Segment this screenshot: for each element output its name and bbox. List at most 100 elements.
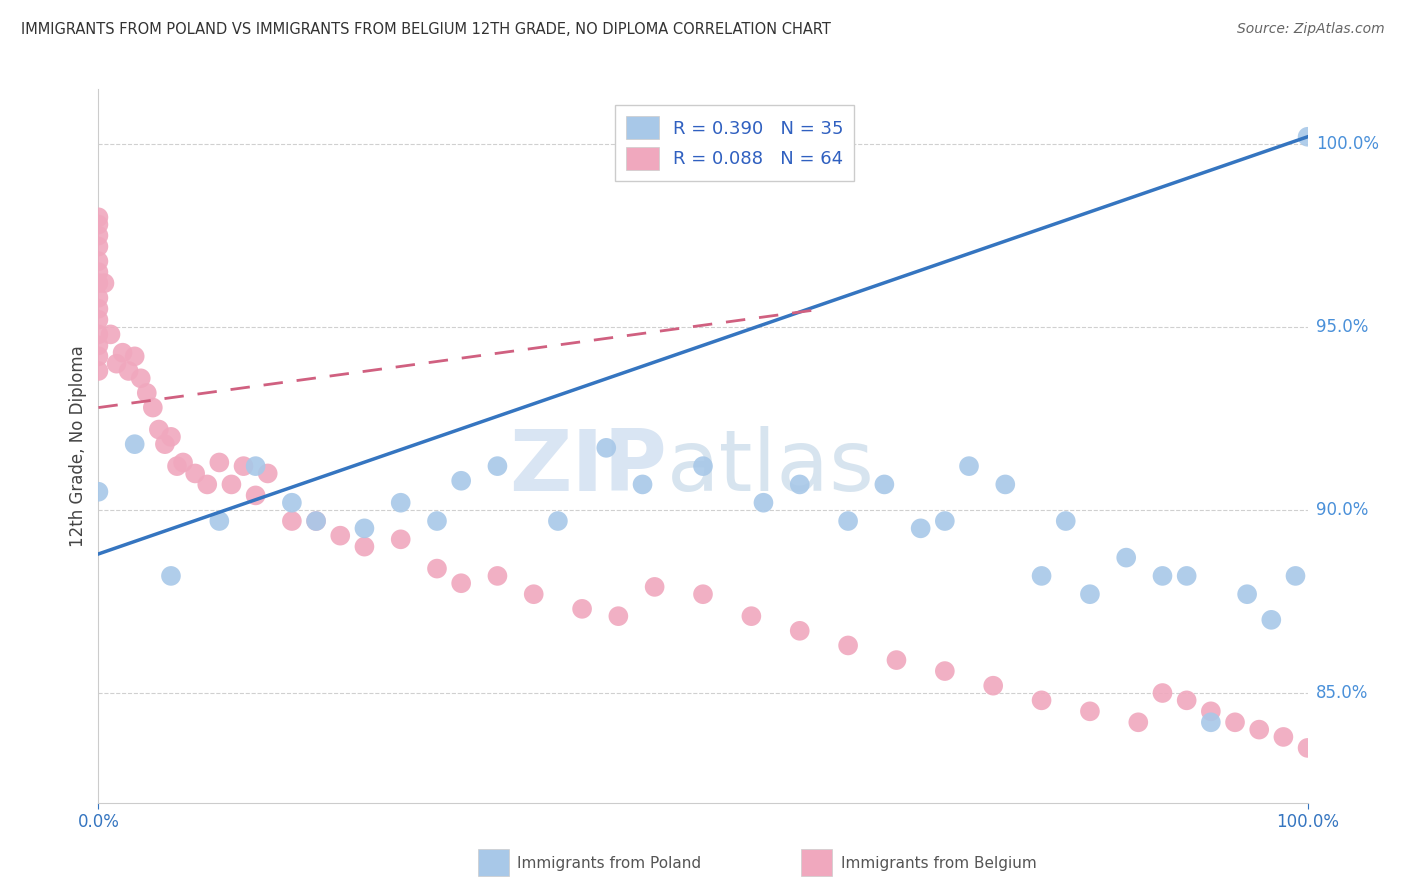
Point bbox=[934, 664, 956, 678]
Point bbox=[87, 349, 110, 363]
Point bbox=[195, 477, 218, 491]
Point bbox=[910, 521, 932, 535]
Point bbox=[87, 338, 110, 352]
Point bbox=[160, 569, 183, 583]
Point bbox=[450, 474, 472, 488]
Point bbox=[87, 228, 110, 243]
Point bbox=[426, 561, 449, 575]
Point bbox=[571, 602, 593, 616]
Text: Immigrants from Poland: Immigrants from Poland bbox=[517, 856, 702, 871]
Point bbox=[389, 496, 412, 510]
Point bbox=[837, 639, 859, 653]
Point bbox=[1152, 686, 1174, 700]
Point bbox=[994, 477, 1017, 491]
Point bbox=[87, 211, 110, 225]
Point bbox=[135, 386, 157, 401]
Point bbox=[1152, 569, 1174, 583]
Point bbox=[221, 477, 243, 491]
Text: 100.0%: 100.0% bbox=[1316, 135, 1379, 153]
Point bbox=[87, 239, 110, 253]
Point bbox=[981, 679, 1004, 693]
Text: Source: ZipAtlas.com: Source: ZipAtlas.com bbox=[1237, 22, 1385, 37]
Point bbox=[607, 609, 630, 624]
Point bbox=[1260, 613, 1282, 627]
Point bbox=[631, 477, 654, 491]
Point bbox=[172, 455, 194, 469]
Point bbox=[1296, 740, 1319, 755]
Point bbox=[752, 496, 775, 510]
Text: Immigrants from Belgium: Immigrants from Belgium bbox=[841, 856, 1036, 871]
Point bbox=[789, 624, 811, 638]
Text: IMMIGRANTS FROM POLAND VS IMMIGRANTS FROM BELGIUM 12TH GRADE, NO DIPLOMA CORRELA: IMMIGRANTS FROM POLAND VS IMMIGRANTS FRO… bbox=[21, 22, 831, 37]
Point bbox=[118, 364, 141, 378]
Point bbox=[692, 587, 714, 601]
Point bbox=[1031, 569, 1053, 583]
Point bbox=[1115, 550, 1137, 565]
Text: atlas: atlas bbox=[666, 425, 875, 509]
Point bbox=[1078, 587, 1101, 601]
Point bbox=[1175, 693, 1198, 707]
Point bbox=[886, 653, 908, 667]
Point bbox=[450, 576, 472, 591]
Point bbox=[1236, 587, 1258, 601]
Point bbox=[329, 529, 352, 543]
Point bbox=[129, 371, 152, 385]
Point bbox=[1249, 723, 1271, 737]
Point bbox=[87, 291, 110, 305]
Point bbox=[486, 569, 509, 583]
Point bbox=[105, 357, 128, 371]
Text: 95.0%: 95.0% bbox=[1316, 318, 1368, 336]
Point bbox=[87, 364, 110, 378]
Point bbox=[100, 327, 122, 342]
Point bbox=[166, 459, 188, 474]
Point bbox=[1128, 715, 1150, 730]
Point bbox=[353, 521, 375, 535]
Point bbox=[148, 423, 170, 437]
Point bbox=[486, 459, 509, 474]
Point bbox=[837, 514, 859, 528]
Point bbox=[1054, 514, 1077, 528]
Point bbox=[426, 514, 449, 528]
Point bbox=[957, 459, 980, 474]
Point bbox=[208, 514, 231, 528]
Point bbox=[87, 327, 110, 342]
Point bbox=[1078, 704, 1101, 718]
Point bbox=[245, 459, 267, 474]
Point bbox=[644, 580, 666, 594]
Point bbox=[153, 437, 176, 451]
Point bbox=[87, 254, 110, 268]
Point bbox=[142, 401, 165, 415]
Point bbox=[281, 514, 304, 528]
Point bbox=[87, 301, 110, 316]
Point bbox=[547, 514, 569, 528]
Point bbox=[232, 459, 254, 474]
Point bbox=[87, 484, 110, 499]
Point bbox=[305, 514, 328, 528]
Point bbox=[692, 459, 714, 474]
Point bbox=[256, 467, 278, 481]
Point bbox=[245, 488, 267, 502]
Point bbox=[87, 218, 110, 232]
Point bbox=[789, 477, 811, 491]
Point bbox=[184, 467, 207, 481]
Point bbox=[595, 441, 617, 455]
Point bbox=[523, 587, 546, 601]
Text: 85.0%: 85.0% bbox=[1316, 684, 1368, 702]
Point bbox=[1031, 693, 1053, 707]
Point bbox=[1284, 569, 1306, 583]
Point bbox=[353, 540, 375, 554]
Text: 90.0%: 90.0% bbox=[1316, 501, 1368, 519]
Point bbox=[934, 514, 956, 528]
Point bbox=[111, 345, 134, 359]
Point bbox=[873, 477, 896, 491]
Point bbox=[1296, 129, 1319, 144]
Point bbox=[1199, 715, 1222, 730]
Point bbox=[281, 496, 304, 510]
Point bbox=[124, 349, 146, 363]
Point bbox=[124, 437, 146, 451]
Point bbox=[87, 265, 110, 279]
Point bbox=[1272, 730, 1295, 744]
Point bbox=[740, 609, 762, 624]
Point bbox=[305, 514, 328, 528]
Y-axis label: 12th Grade, No Diploma: 12th Grade, No Diploma bbox=[69, 345, 87, 547]
